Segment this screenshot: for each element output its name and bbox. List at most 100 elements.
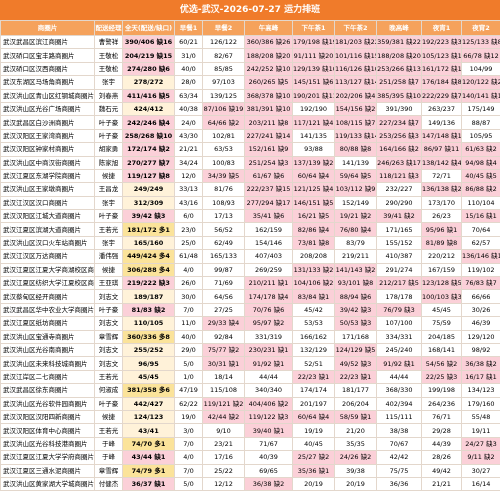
table-cell: 98/92 — [461, 342, 500, 358]
table-cell: 199/198 — [421, 383, 462, 398]
table-cell: 134/123 — [461, 383, 500, 398]
table-cell: 202/206 缺4 — [334, 88, 377, 103]
table-row: 武汉武昌区滨江商圈片 曹警祥 390/406 缺16 60/21 126/122 360/… — [0, 34, 500, 50]
table-cell: 83/79 — [334, 235, 377, 251]
table-cell: 72/71 — [421, 168, 462, 184]
table-cell: 何淑成 — [94, 383, 123, 398]
column-header: 晚高峰 — [376, 20, 422, 36]
table-row: 武汉江夏区纺织大学江夏校区商圈片王亚琪219/222 缺326/071/6921… — [0, 276, 500, 291]
table-cell: 59/64 缺5 — [334, 168, 377, 184]
table-cell: 368/330 — [376, 383, 422, 398]
table-cell: 30/27 — [461, 463, 500, 478]
table-row: 武汉洪山区光谷科技港商圈片 于峰 74/70 多1 7/0 23/21 71/67 40/4… — [0, 436, 500, 452]
table-cell: 25/22 — [202, 463, 245, 478]
table-cell: 21/21 — [174, 142, 203, 157]
table-cell: 武汉洪山区汉口火车站商圈片 — [0, 235, 95, 251]
table-cell: 137/139 缺2 — [292, 155, 335, 170]
table-cell: 6/0 — [174, 209, 203, 224]
table-cell: 103/112 缺9 — [334, 182, 377, 197]
table-cell: 206/204 — [334, 396, 377, 411]
table-cell: 208/208 — [292, 249, 335, 264]
table-cell: 181/203 缺22 — [334, 34, 377, 50]
table-cell: 武汉东湖区马场角商圈片 — [0, 75, 95, 90]
column-header: 下午茶1 — [292, 20, 335, 36]
table-cell: 20/19 — [292, 476, 335, 492]
table-cell: 105/123 缺17 — [421, 48, 462, 63]
table-cell: 119/122 缺3 — [244, 409, 293, 425]
table-cell: 武汉硚口区宝丰路商圈片 — [0, 48, 95, 63]
table-cell: 17/16 — [202, 450, 245, 465]
table-cell: 245/240 — [376, 342, 422, 358]
table-cell: 潘伟强 — [94, 249, 123, 264]
table-cell: 70/76 缺6 — [244, 302, 293, 318]
table-cell: 129/139 缺10 — [292, 61, 335, 77]
table-cell: 武汉江汉区万达商圈片 — [0, 249, 95, 264]
table-cell: 52/51 — [292, 356, 335, 371]
table-cell: 武汉洪山区光谷南商圈片 — [0, 342, 95, 358]
table-cell: 武汉洪山区光谷科技港商圈片 — [0, 436, 95, 452]
table-cell: 武汉江岸区二七商圈片 — [0, 369, 95, 385]
table-cell: 46/39 — [461, 316, 500, 331]
table-cell: 张宇 — [94, 235, 123, 251]
table-cell: 候捷 — [94, 262, 123, 278]
table-cell: 132/129 — [292, 342, 335, 358]
table-cell: 154/146 — [244, 235, 293, 251]
table-cell: 叶子豪 — [94, 302, 123, 318]
table-cell: 21/20 — [334, 423, 377, 438]
table-cell: 25/27 缺2 — [292, 450, 335, 465]
table-cell: 22/23 缺1 — [292, 369, 335, 385]
table-cell: 29/0 — [174, 342, 203, 358]
table-cell: 86/97 缺11 — [421, 142, 462, 157]
table-cell: 43/41 — [122, 423, 175, 438]
table-cell: 31/0 — [174, 48, 203, 63]
table-cell: 武汉洪山区光谷软件园商圈片 — [0, 396, 95, 411]
table-cell: 92/84 — [202, 329, 245, 344]
table-cell: 64/66 缺2 — [202, 115, 245, 130]
table-cell: 203/211 缺8 — [244, 115, 293, 130]
table-cell: 55/48 — [461, 409, 500, 425]
table-cell: 36/37 缺1 — [122, 476, 175, 492]
table-cell: 246/263 缺17 — [376, 155, 422, 170]
table-cell: 391/390 — [376, 101, 422, 117]
table-cell: 119/121 缺2 — [202, 396, 245, 411]
table-cell: 16/21 缺5 — [292, 209, 335, 224]
table-cell: 167/159 — [421, 262, 462, 278]
table-row: 武汉洪山区汉口火车站商圈片 张宇 165/160 25/0 62/49 154/146 73… — [0, 235, 500, 251]
table-cell: 381/391 缺10 — [244, 101, 293, 117]
table-cell: 23/21 — [202, 436, 245, 452]
table-cell: 118/121 缺3 — [376, 168, 422, 184]
table-cell: 61/67 缺6 — [244, 168, 293, 184]
table-cell: 260/265 缺5 — [244, 75, 293, 90]
table-cell: 武汉汉阳区汉阳四新商圈片 — [0, 409, 95, 425]
table-cell: 145/151 缺6 — [292, 75, 335, 90]
table-cell: 277/294 缺17 — [244, 195, 293, 211]
table-cell: 30/26 — [461, 302, 500, 318]
table-cell: 章雪辉 — [94, 463, 123, 478]
table-cell: 武汉洪山区青山区红钢城商圈片 — [0, 88, 95, 103]
table-cell: 70/67 — [376, 436, 422, 452]
table-cell: 于峰 — [94, 436, 123, 452]
table-cell: 62/22 — [174, 396, 203, 411]
table-cell: 152/149 — [334, 195, 377, 211]
table-cell: 94/98 缺4 — [461, 155, 500, 170]
table-row: 武汉汉阳区体育中心商圈片 王若光 43/41 3/0 9/10 39/40 缺1 19/19… — [0, 423, 500, 438]
table-cell: 29/33 缺4 — [202, 316, 245, 331]
table-cell: 5/0 — [174, 356, 203, 371]
table-cell: 武汉洪山区中商汉街商圈片 — [0, 155, 95, 170]
table-cell: 97/103 — [202, 75, 245, 90]
table-cell: 107/100 — [376, 316, 422, 331]
table-cell: 115/111 — [376, 409, 422, 425]
table-cell: 108/93 — [202, 195, 245, 211]
table-cell: 306/288 多4 — [122, 262, 175, 278]
table-cell: 119/102 — [461, 262, 500, 278]
table-row: 武汉武昌区华中农业大学商圈片 叶子豪 81/83 缺2 7/0 27/25 70/76 缺… — [0, 302, 500, 318]
table-cell: 王敬松 — [94, 48, 123, 63]
table-cell: 王敬松 — [94, 61, 123, 77]
table-cell: 222/229 缺7 — [421, 88, 462, 103]
table-cell: 123/128 缺5 — [421, 276, 462, 291]
table-cell: 24/26 缺2 — [334, 450, 377, 465]
table-cell: 124/129 缺5 — [334, 342, 377, 358]
table-cell: 武汉汉阳区王家湾商圈片 — [0, 128, 95, 144]
table-cell: 武汉洪山区宝通寺商圈片 — [0, 329, 95, 344]
table-cell: 25/0 — [174, 235, 203, 251]
